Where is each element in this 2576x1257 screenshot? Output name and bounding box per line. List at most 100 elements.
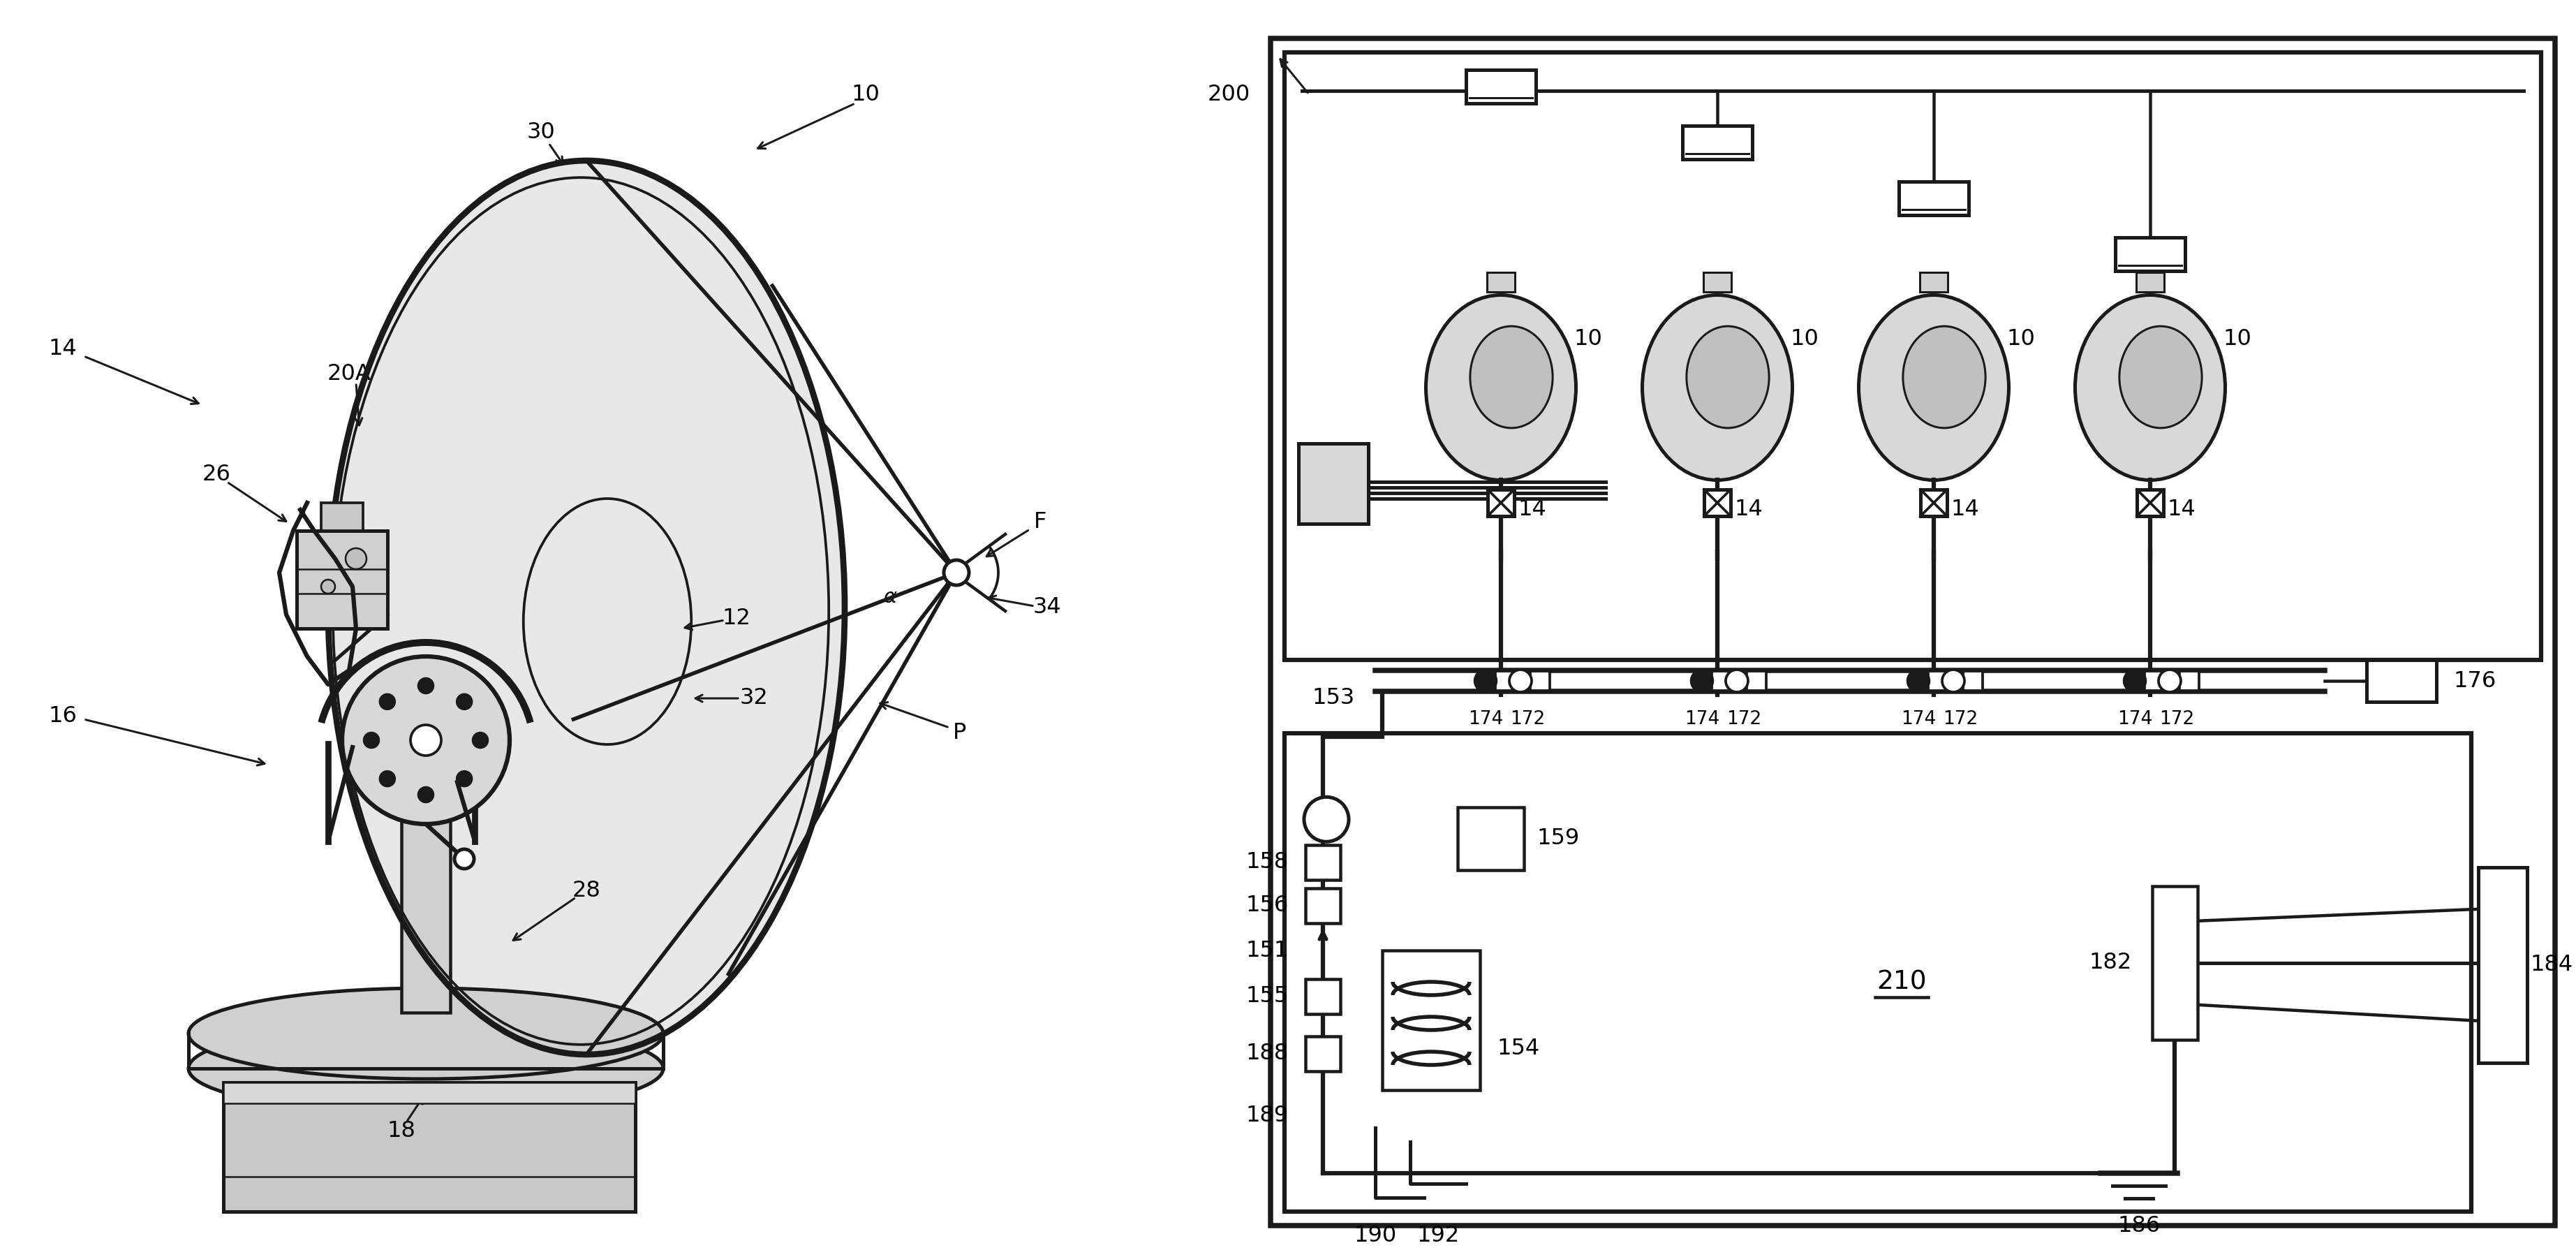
Bar — [1458, 807, 1522, 870]
Circle shape — [1942, 670, 1963, 693]
Bar — [1270, 39, 2555, 1226]
Bar — [1306, 845, 1340, 880]
Polygon shape — [327, 161, 845, 1055]
Circle shape — [363, 733, 379, 748]
Circle shape — [1726, 670, 1747, 693]
Bar — [1919, 273, 1947, 292]
Bar — [224, 1082, 636, 1104]
Text: 159: 159 — [1535, 827, 1579, 850]
Circle shape — [1303, 797, 1347, 842]
Text: 12: 12 — [721, 607, 750, 628]
Text: 20A: 20A — [327, 363, 371, 385]
Bar — [1285, 733, 2470, 1212]
Bar — [1306, 1036, 1340, 1071]
Circle shape — [1690, 670, 1713, 693]
Text: 157: 157 — [1481, 75, 1520, 96]
Ellipse shape — [1471, 327, 1553, 427]
Circle shape — [345, 548, 366, 569]
Bar — [2143, 671, 2164, 690]
Text: 14: 14 — [1950, 499, 1978, 520]
Text: 172: 172 — [1510, 710, 1546, 728]
Text: 10: 10 — [2223, 328, 2251, 349]
Text: 174: 174 — [2117, 710, 2151, 728]
Circle shape — [456, 771, 471, 787]
Text: 189: 189 — [1244, 1105, 1288, 1126]
Text: 210: 210 — [1875, 969, 1927, 994]
Bar — [1710, 671, 1731, 690]
Ellipse shape — [394, 758, 456, 778]
Text: 192: 192 — [1417, 1226, 1458, 1247]
Text: 10: 10 — [1790, 328, 1819, 349]
Bar — [1682, 126, 1752, 160]
Ellipse shape — [2120, 327, 2202, 427]
Bar — [1494, 671, 1515, 690]
Text: 157: 157 — [1698, 131, 1736, 151]
Bar — [1703, 489, 1731, 517]
Bar — [2478, 867, 2527, 1062]
Text: 154: 154 — [1497, 1037, 1540, 1058]
Circle shape — [343, 656, 510, 825]
Text: 18: 18 — [386, 1120, 415, 1143]
Bar — [2179, 671, 2197, 690]
Text: 34: 34 — [1033, 597, 1061, 618]
Bar — [1466, 70, 1535, 103]
Text: 155: 155 — [1244, 985, 1288, 1007]
Ellipse shape — [1425, 295, 1577, 480]
Bar — [2365, 660, 2437, 701]
Text: 174: 174 — [1468, 710, 1502, 728]
Text: 10: 10 — [2007, 328, 2035, 349]
Bar — [1703, 273, 1731, 292]
Circle shape — [456, 694, 471, 709]
Bar — [1381, 950, 1479, 1090]
Text: $\alpha$: $\alpha$ — [884, 587, 896, 607]
Text: 174: 174 — [1685, 710, 1718, 728]
Circle shape — [1510, 670, 1530, 693]
Ellipse shape — [188, 1023, 662, 1114]
Text: 186: 186 — [2117, 1214, 2159, 1237]
Text: 172: 172 — [1942, 710, 1978, 728]
Bar — [224, 1082, 636, 1212]
Bar — [1963, 671, 1981, 690]
Text: 174: 174 — [1901, 710, 1935, 728]
Bar — [2115, 238, 2184, 272]
Bar — [1298, 444, 1368, 524]
Text: 26: 26 — [201, 464, 232, 485]
Text: 32: 32 — [739, 688, 768, 709]
Bar — [1899, 181, 1968, 215]
Text: 172: 172 — [2159, 710, 2195, 728]
Ellipse shape — [1641, 295, 1793, 480]
Text: 14: 14 — [1517, 499, 1546, 520]
Bar — [296, 530, 386, 628]
Bar — [1747, 671, 1765, 690]
Circle shape — [1473, 670, 1497, 693]
Text: P: P — [953, 723, 966, 744]
Bar — [1306, 979, 1340, 1014]
Text: 157: 157 — [2130, 243, 2169, 263]
Bar — [2151, 886, 2197, 1040]
Circle shape — [410, 725, 440, 755]
Bar — [1486, 273, 1515, 292]
Text: 14: 14 — [2166, 499, 2195, 520]
Circle shape — [1906, 670, 1929, 693]
Text: 188: 188 — [1244, 1043, 1288, 1065]
Ellipse shape — [1857, 295, 2009, 480]
Bar — [1285, 53, 2540, 660]
Text: 30: 30 — [526, 122, 554, 143]
Circle shape — [417, 787, 433, 802]
Text: 184: 184 — [2530, 954, 2573, 975]
Text: 157: 157 — [1914, 187, 1953, 206]
Ellipse shape — [2074, 295, 2226, 480]
Circle shape — [453, 850, 474, 869]
Bar — [1530, 671, 1548, 690]
Bar — [1927, 671, 1947, 690]
Text: 16: 16 — [49, 705, 77, 727]
Text: 28: 28 — [572, 880, 600, 901]
Ellipse shape — [188, 988, 662, 1079]
Text: 190: 190 — [1352, 1226, 1396, 1247]
Bar — [2136, 273, 2164, 292]
Bar — [402, 768, 451, 1013]
Circle shape — [379, 771, 394, 787]
Circle shape — [471, 733, 487, 748]
Bar — [1919, 489, 1947, 517]
Text: 151: 151 — [1244, 940, 1288, 962]
